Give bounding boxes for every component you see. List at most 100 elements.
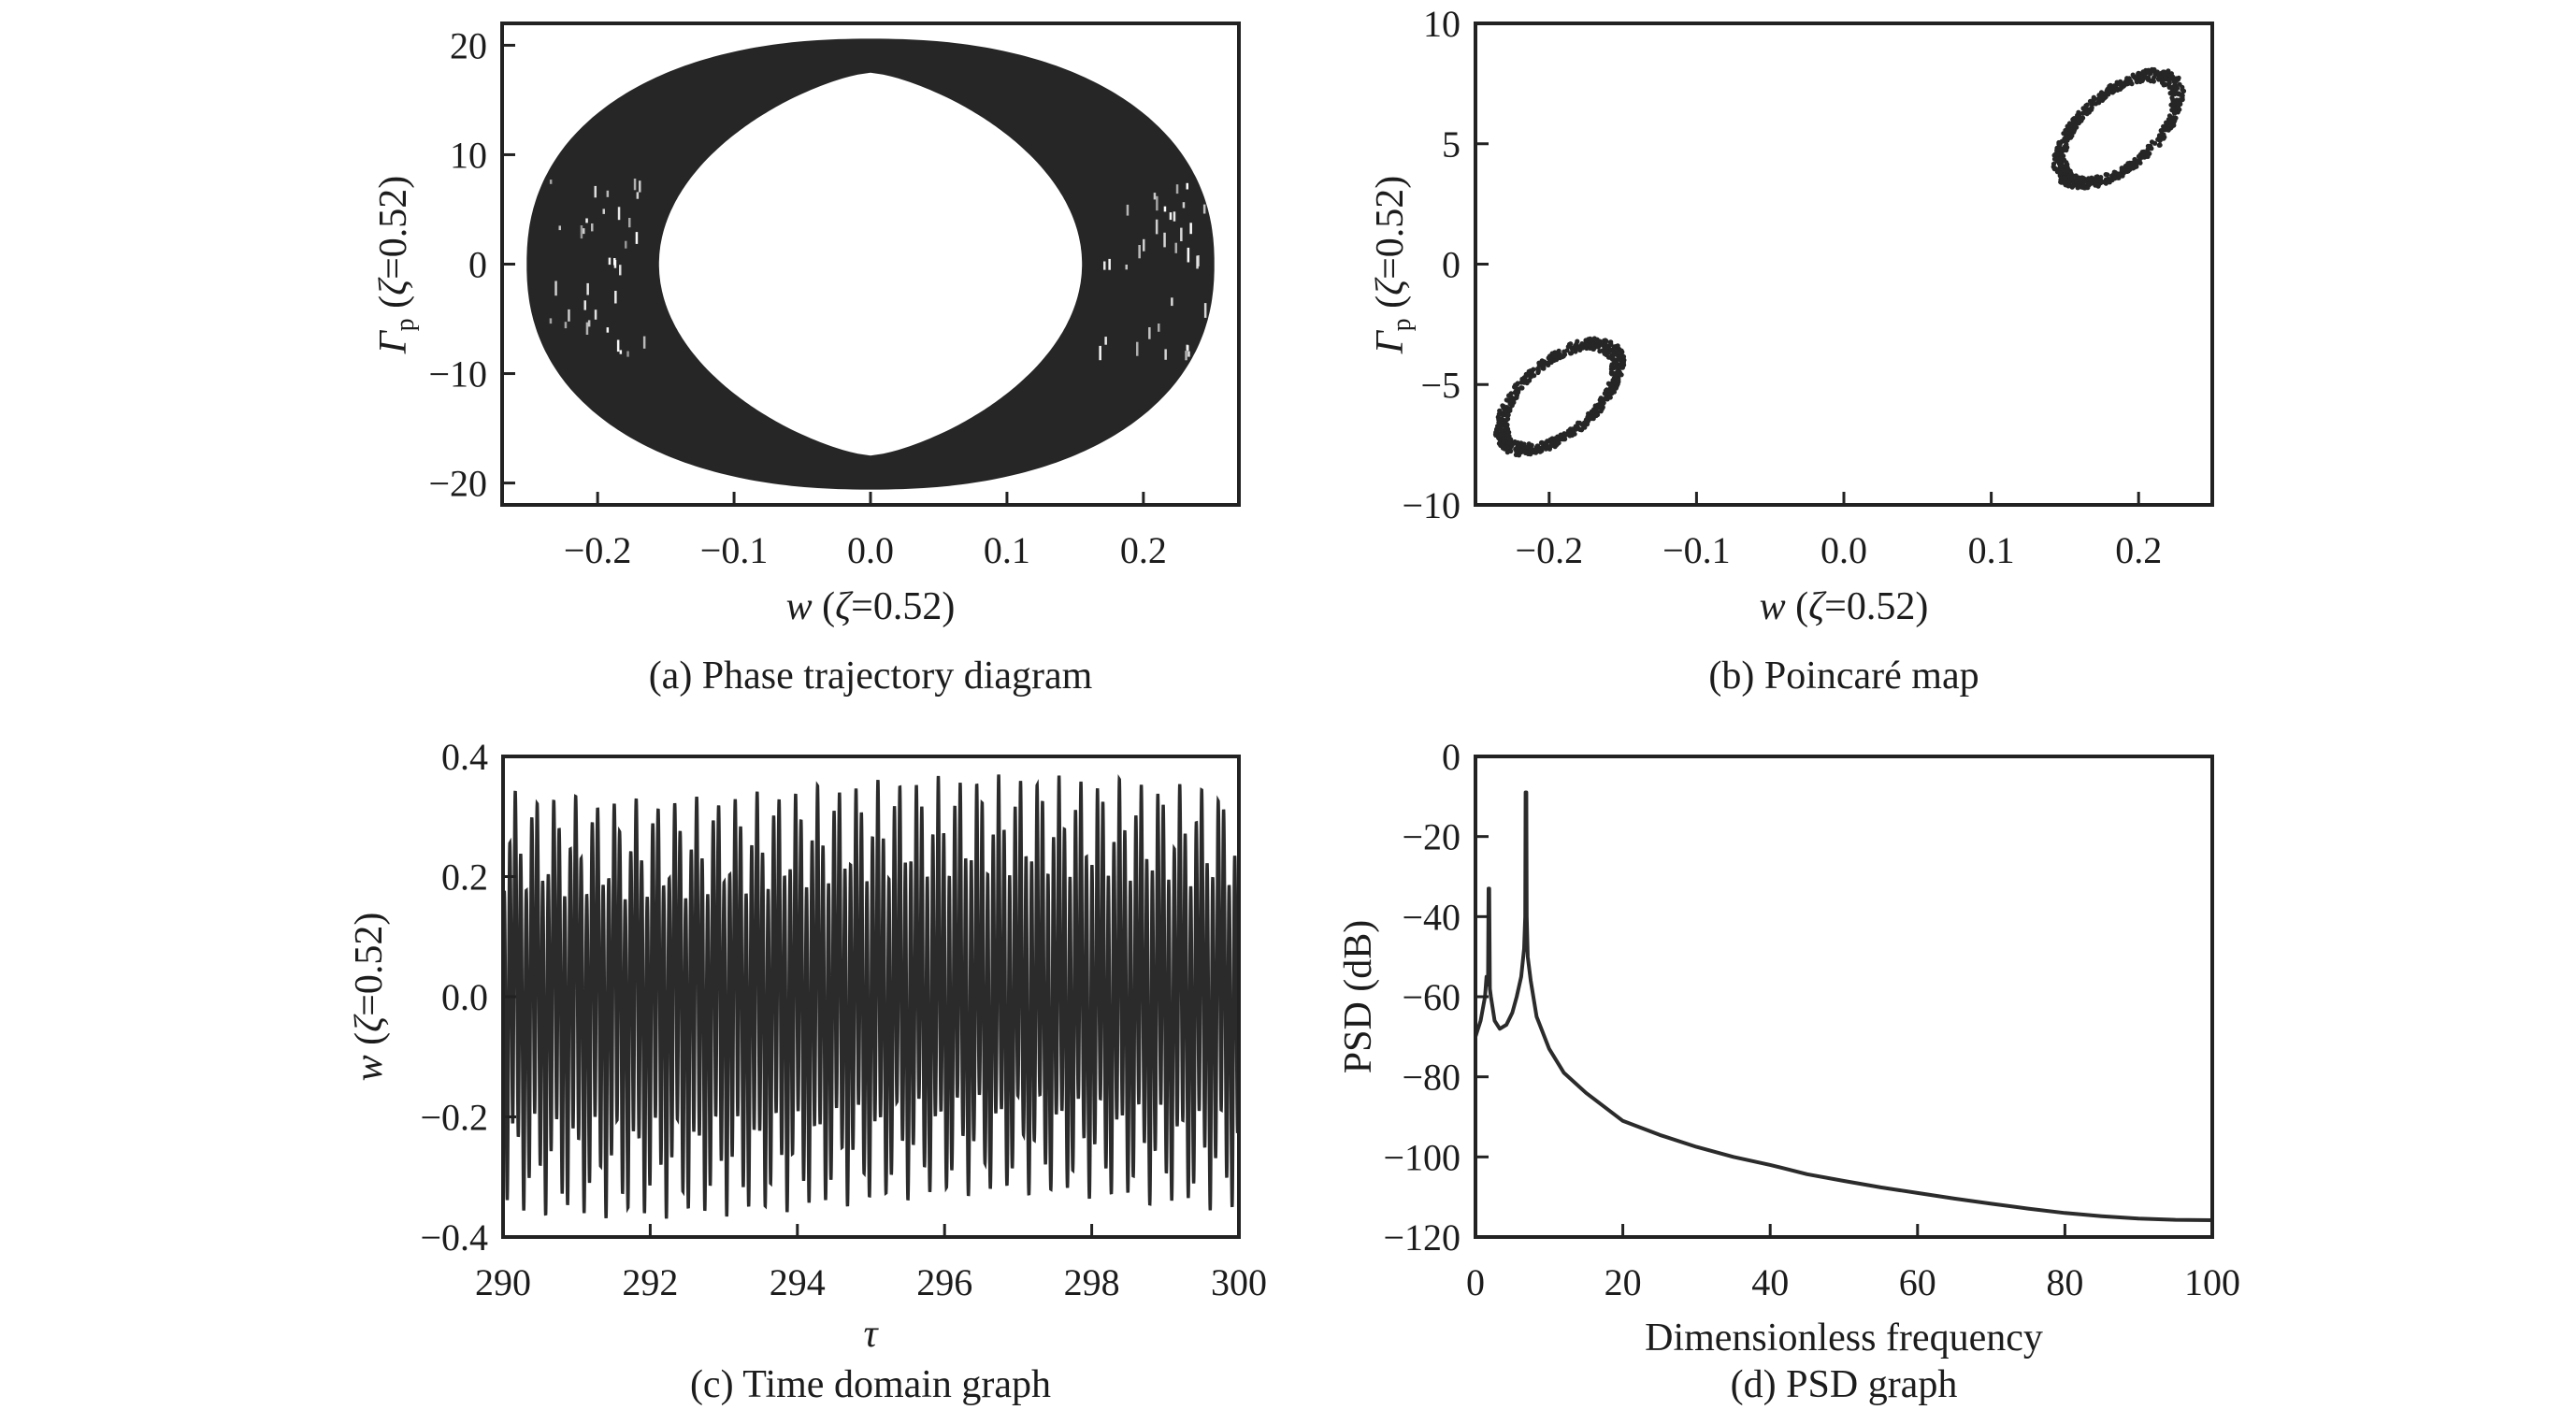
poincare-point bbox=[1589, 337, 1594, 342]
trajectory-gap-speck bbox=[1187, 247, 1190, 263]
y-label-rest: =0.52) bbox=[348, 913, 391, 1016]
poincare-point bbox=[2130, 160, 2136, 165]
poincare-point bbox=[1565, 344, 1571, 350]
poincare-point bbox=[2141, 149, 2147, 154]
poincare-point bbox=[2132, 165, 2137, 170]
trajectory-gap-speck bbox=[1185, 351, 1187, 361]
x-tick-label: 80 bbox=[2046, 1261, 2083, 1303]
poincare-point bbox=[2076, 117, 2081, 122]
poincare-point bbox=[2082, 110, 2088, 116]
trajectory-gap-speck bbox=[1155, 219, 1158, 235]
poincare-point bbox=[1583, 342, 1589, 348]
time-domain-plot-area bbox=[503, 773, 1239, 1219]
x-axis-label: Dimensionless frequency bbox=[1645, 1316, 2043, 1360]
poincare-point bbox=[1503, 422, 1509, 427]
y-tick-label: −0.4 bbox=[420, 1216, 488, 1259]
x-axis-label: w (ζ=0.52) bbox=[786, 585, 956, 628]
poincare-point bbox=[1522, 377, 1528, 383]
x-tick-label: 296 bbox=[916, 1261, 972, 1303]
poincare-point bbox=[1612, 360, 1618, 366]
trajectory-gap-speck bbox=[606, 327, 610, 333]
y-label-variable: w bbox=[348, 1055, 391, 1081]
poincare-point bbox=[2063, 163, 2068, 169]
poincare-point bbox=[2074, 179, 2080, 184]
x-tick-label: 0.0 bbox=[847, 529, 894, 571]
axis-ticks: −0.2 −0.1 0.0 0.1 0.2 −10 −5 0 5 10 bbox=[1402, 3, 2162, 571]
poincare-point bbox=[2065, 183, 2071, 189]
y-tick-label: −100 bbox=[1383, 1136, 1461, 1178]
time-series-line bbox=[503, 773, 1239, 1219]
x-axis-label: τ bbox=[863, 1313, 879, 1356]
poincare-point bbox=[2085, 181, 2091, 187]
x-tick-label: 300 bbox=[1211, 1261, 1267, 1303]
y-label-symbol: ζ bbox=[1369, 277, 1412, 295]
x-tick-label: 298 bbox=[1064, 1261, 1120, 1303]
trajectory-gap-speck bbox=[1187, 351, 1190, 357]
trajectory-gap-speck bbox=[585, 218, 588, 223]
poincare-point bbox=[2091, 94, 2096, 100]
poincare-point bbox=[2078, 180, 2083, 185]
trajectory-gap-speck bbox=[580, 225, 583, 239]
trajectory-gap-speck bbox=[1104, 337, 1107, 345]
poincare-point bbox=[2161, 136, 2166, 141]
x-label-variable: τ bbox=[863, 1313, 879, 1356]
poincare-point bbox=[1501, 404, 1506, 410]
x-tick-label: 0.2 bbox=[2115, 529, 2162, 571]
x-tick-label: −0.1 bbox=[700, 529, 769, 571]
poincare-point bbox=[2059, 163, 2065, 168]
poincare-point bbox=[2148, 143, 2153, 149]
x-tick-label: −0.1 bbox=[1662, 529, 1731, 571]
poincare-point bbox=[2096, 96, 2102, 102]
axis-ticks: 0 20 40 60 80 100 −120 −100 −80 −60 −40 −20 0 bbox=[1383, 736, 2240, 1303]
poincare-point bbox=[1531, 367, 1536, 372]
poincare-point bbox=[2055, 151, 2061, 157]
poincare-point bbox=[2166, 113, 2173, 119]
poincare-point bbox=[1604, 338, 1609, 344]
poincare-point bbox=[1551, 353, 1558, 359]
poincare-point bbox=[2171, 78, 2177, 83]
poincare-point bbox=[2124, 168, 2130, 174]
poincare-point bbox=[2089, 107, 2094, 112]
poincare-point bbox=[1593, 412, 1599, 419]
trajectory-gap-speck bbox=[1143, 238, 1145, 252]
trajectory-gap-speck bbox=[1108, 258, 1111, 270]
poincare-point bbox=[1612, 374, 1619, 380]
poincare-point bbox=[1566, 429, 1572, 435]
poincare-point bbox=[1609, 356, 1616, 362]
y-label-subscript: p bbox=[391, 318, 420, 331]
trajectory-gap-speck bbox=[1103, 261, 1106, 270]
poincare-point bbox=[2054, 148, 2060, 153]
poincare-point bbox=[2080, 106, 2086, 111]
poincare-point bbox=[2140, 69, 2146, 75]
poincare-point bbox=[1607, 395, 1613, 400]
x-label-open: ( bbox=[1786, 585, 1809, 628]
poincare-point bbox=[2077, 175, 2082, 180]
poincare-point bbox=[1504, 417, 1509, 424]
poincare-point bbox=[2061, 180, 2066, 185]
poincare-point bbox=[2158, 128, 2164, 134]
poincare-point bbox=[2079, 184, 2085, 190]
trajectory-gap-speck bbox=[636, 192, 640, 199]
x-tick-label: 0.1 bbox=[984, 529, 1030, 571]
poincare-point bbox=[1600, 342, 1605, 348]
trajectory-gap-speck bbox=[1099, 345, 1101, 361]
poincare-point bbox=[2062, 144, 2067, 150]
y-tick-label: −120 bbox=[1383, 1216, 1461, 1259]
y-label-symbol: ζ bbox=[348, 1014, 391, 1032]
poincare-point bbox=[2144, 75, 2150, 80]
poincare-point bbox=[1498, 442, 1504, 448]
poincare-point bbox=[2168, 119, 2174, 124]
trajectory-gap-speck bbox=[626, 351, 629, 357]
poincare-point bbox=[2065, 123, 2070, 129]
y-tick-label: 0.2 bbox=[441, 856, 488, 899]
y-tick-label: −20 bbox=[1402, 816, 1461, 858]
poincare-point bbox=[1608, 369, 1615, 375]
poincare-cluster bbox=[2051, 66, 2187, 191]
poincare-point bbox=[1544, 444, 1549, 450]
y-tick-label: −10 bbox=[1402, 484, 1461, 526]
y-label-variable: Γ bbox=[1369, 329, 1412, 354]
axis-ticks: 290 292 294 296 298 300 −0.4 −0.2 0.0 0.2 0.4 bbox=[420, 736, 1267, 1303]
poincare-point bbox=[2136, 153, 2141, 159]
